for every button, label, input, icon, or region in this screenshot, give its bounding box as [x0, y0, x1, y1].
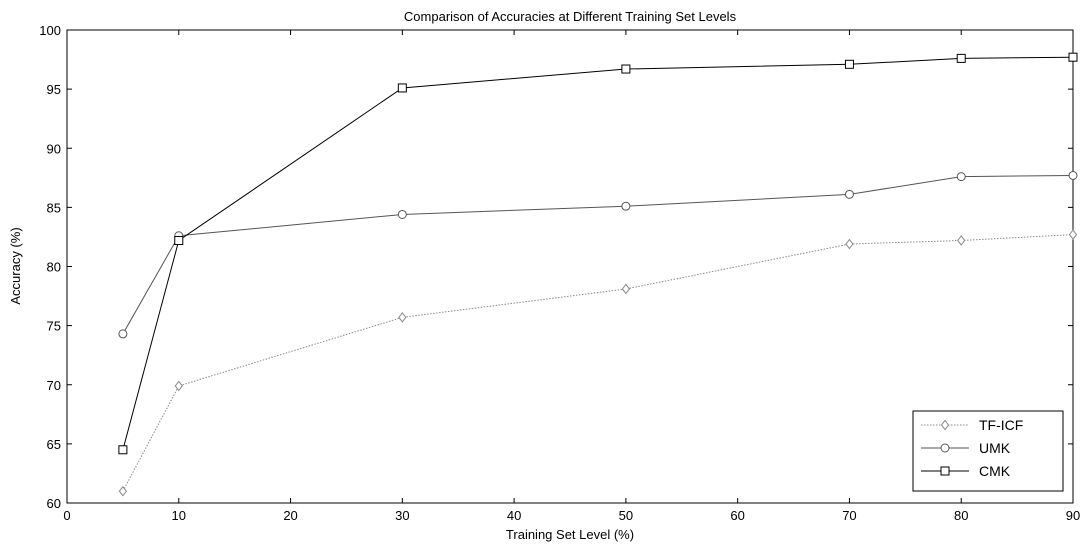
y-axis-title: Accuracy (%) [8, 227, 23, 304]
legend-marker [940, 443, 950, 453]
series-umk [118, 170, 1078, 339]
data-point [621, 64, 631, 74]
y-tick-label: 90 [47, 141, 61, 156]
data-point [118, 329, 128, 339]
data-point [174, 380, 183, 392]
legend-item-umk: UMK [921, 440, 1011, 456]
legend-marker [940, 466, 950, 476]
data-point [844, 59, 854, 69]
plot-area [66, 29, 1074, 504]
y-tick-label: 95 [47, 82, 61, 97]
data-point [1068, 229, 1078, 240]
data-point [956, 53, 966, 63]
y-tick-label: 70 [47, 378, 61, 393]
data-point [118, 445, 128, 455]
data-point [621, 201, 631, 211]
x-tick-label: 50 [619, 508, 633, 523]
data-point [1068, 170, 1078, 180]
data-point [956, 172, 966, 182]
y-axis: 60 65 70 75 80 85 90 95 100 [39, 23, 1073, 511]
legend-item-tf-icf: TF-ICF [921, 417, 1023, 433]
x-tick-label: 10 [172, 508, 186, 523]
legend-box [912, 410, 1064, 492]
series-tf-icf [118, 229, 1078, 497]
x-tick-label: 70 [842, 508, 856, 523]
y-tick-label: 85 [47, 200, 61, 215]
data-point [174, 235, 184, 245]
data-point [845, 238, 854, 250]
series-layer [118, 52, 1078, 497]
legend-marker [940, 419, 950, 431]
y-tick-label: 65 [47, 437, 61, 452]
x-tick-label: 90 [1066, 508, 1080, 523]
data-point [621, 283, 631, 295]
data-point [398, 312, 407, 323]
series-cmk [118, 52, 1078, 455]
x-tick-label: 0 [63, 508, 70, 523]
x-axis: 0 10 20 30 40 50 60 70 80 90 [63, 30, 1080, 523]
data-point [844, 189, 854, 199]
x-axis-title: Training Set Level (%) [506, 527, 634, 542]
x-tick-label: 60 [730, 508, 744, 523]
x-tick-label: 80 [954, 508, 968, 523]
x-tick-label: 40 [507, 508, 521, 523]
y-tick-label: 75 [47, 319, 61, 334]
legend-label: TF-ICF [979, 417, 1023, 433]
data-point [1068, 52, 1078, 62]
data-point [397, 209, 407, 219]
chart-title: Comparison of Accuracies at Different Tr… [404, 9, 737, 24]
x-tick-label: 20 [283, 508, 297, 523]
data-point [957, 235, 966, 246]
x-tick-label: 30 [395, 508, 409, 523]
data-point [397, 83, 407, 93]
y-tick-label: 100 [39, 23, 61, 38]
legend-item-cmk: CMK [921, 463, 1011, 479]
y-tick-label: 80 [47, 260, 61, 275]
legend-label: CMK [979, 463, 1011, 479]
legend: TF-ICF UMK CMK [912, 410, 1064, 492]
legend-label: UMK [979, 440, 1011, 456]
data-point [118, 485, 128, 497]
y-tick-label: 60 [47, 496, 61, 511]
